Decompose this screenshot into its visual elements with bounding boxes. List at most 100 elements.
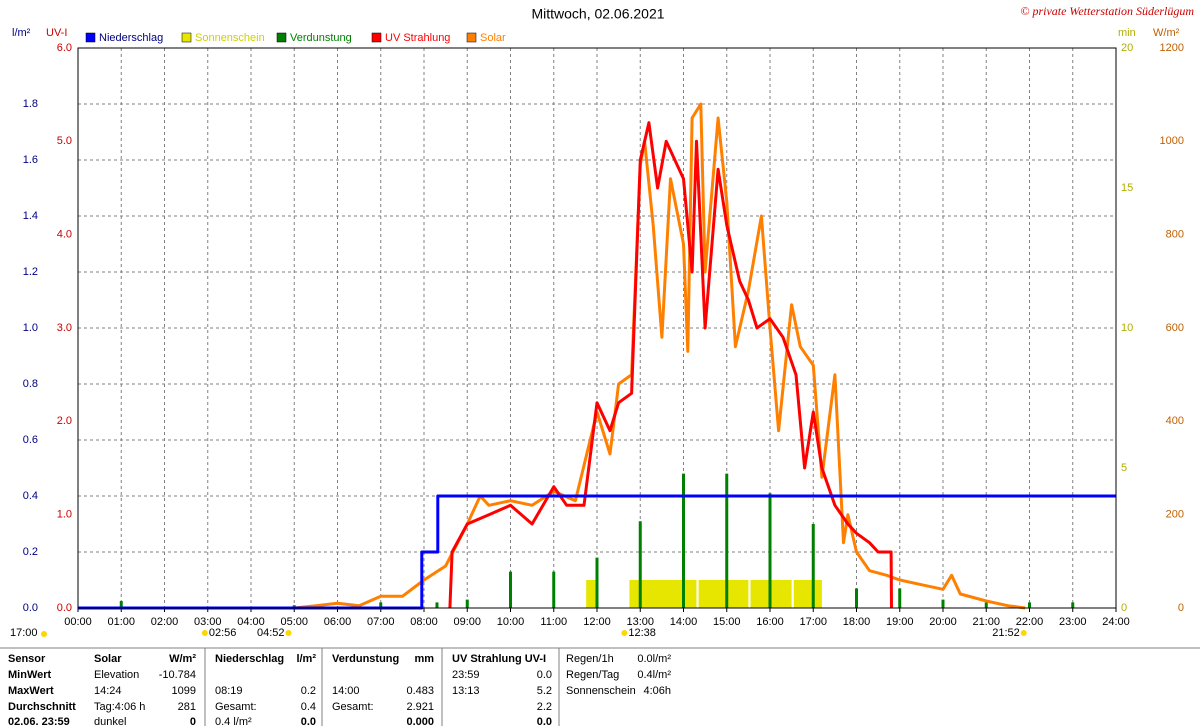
table-cell: Durchschnitt bbox=[8, 701, 76, 713]
x-tick-label: 03:00 bbox=[194, 616, 222, 628]
table-cell: Gesamt: bbox=[332, 701, 374, 713]
x-tick-label: 11:00 bbox=[540, 616, 567, 628]
legend-swatch bbox=[85, 32, 96, 43]
table-cell: Gesamt: bbox=[215, 701, 257, 713]
y-tick-label: 0.2 bbox=[23, 546, 38, 558]
table-cell: 5.2 bbox=[537, 685, 552, 697]
table-cell: 0.4 l/m² bbox=[215, 716, 252, 726]
table-cell: l/m² bbox=[296, 653, 316, 665]
y-tick-label: 0.6 bbox=[23, 434, 38, 446]
table-cell: W/m² bbox=[169, 653, 196, 665]
sun-event-marker bbox=[285, 630, 292, 636]
x-tick-label: 18:00 bbox=[843, 616, 871, 628]
y-tick-label: 0.0 bbox=[23, 602, 38, 614]
x-tick-label: 24:00 bbox=[1102, 616, 1130, 628]
y-tick-label: 1.2 bbox=[23, 266, 38, 278]
y-tick-label: 1.0 bbox=[23, 322, 38, 334]
y-tick-label: 0.0 bbox=[57, 602, 72, 614]
y-tick-label: 1.6 bbox=[23, 154, 38, 166]
y-tick-label: 10 bbox=[1121, 322, 1133, 334]
table-cell: 0.000 bbox=[406, 716, 434, 726]
copyright: © private Wetterstation Süderlügum bbox=[1020, 4, 1194, 18]
axis-unit: l/m² bbox=[12, 27, 31, 39]
table-cell: 2.2 bbox=[537, 701, 552, 713]
summary-label: Regen/Tag bbox=[566, 669, 619, 681]
legend-label: Sonnenschein bbox=[195, 32, 265, 44]
x-tick-label: 09:00 bbox=[453, 616, 481, 628]
table-cell: mm bbox=[414, 653, 434, 665]
sun-event-label: 02:56 bbox=[209, 627, 237, 639]
table-cell: Niederschlag bbox=[215, 653, 284, 665]
table-cell: 08:19 bbox=[215, 685, 243, 697]
sun-event-label: 12:38 bbox=[628, 627, 656, 639]
summary-value: 0.0l/m² bbox=[637, 653, 671, 665]
x-tick-label: 10:00 bbox=[497, 616, 525, 628]
x-tick-label: 16:00 bbox=[756, 616, 784, 628]
legend-swatch bbox=[466, 32, 477, 43]
series-line bbox=[448, 121, 893, 609]
y-tick-label: 3.0 bbox=[57, 322, 72, 334]
legend-label: Niederschlag bbox=[99, 32, 163, 44]
y-tick-label: 1.8 bbox=[23, 98, 38, 110]
sunshine-bar bbox=[698, 580, 749, 608]
x-tick-label: 17:00 bbox=[799, 616, 827, 628]
x-tick-label: 08:00 bbox=[410, 616, 438, 628]
legend-swatch bbox=[276, 32, 287, 43]
y-tick-label: 600 bbox=[1166, 322, 1184, 334]
axis-unit: min bbox=[1118, 27, 1136, 39]
table-cell: Verdunstung bbox=[332, 653, 399, 665]
y-tick-label: 400 bbox=[1166, 415, 1184, 427]
x-tick-label: 22:00 bbox=[1016, 616, 1044, 628]
x-tick-label: 14:00 bbox=[670, 616, 698, 628]
sun-event-label: 21:52 bbox=[992, 627, 1020, 639]
sun-event-marker bbox=[1020, 630, 1027, 636]
y-tick-label: 1.0 bbox=[57, 509, 72, 521]
table-cell: 0.4 bbox=[301, 701, 316, 713]
sun-event-marker bbox=[201, 630, 208, 636]
sun-icon bbox=[41, 631, 47, 637]
table-cell: 0.0 bbox=[537, 669, 552, 681]
summary-label: Sonnenschein bbox=[566, 685, 636, 697]
y-tick-label: 15 bbox=[1121, 182, 1133, 194]
table-cell: dunkel bbox=[94, 716, 126, 726]
table-cell: 14:00 bbox=[332, 685, 360, 697]
table-cell: 0 bbox=[190, 716, 196, 726]
y-tick-label: 200 bbox=[1166, 509, 1184, 521]
x-tick-label: 01:00 bbox=[107, 616, 135, 628]
summary-value: 0.4l/m² bbox=[637, 669, 671, 681]
x-tick-label: 02:00 bbox=[151, 616, 179, 628]
table-cell: Sensor bbox=[8, 653, 46, 665]
y-tick-label: 0.8 bbox=[23, 378, 38, 390]
x-tick-label: 04:00 bbox=[237, 616, 265, 628]
table-cell: 1099 bbox=[172, 685, 196, 697]
sun-event-label: 04:52 bbox=[257, 627, 285, 639]
table-cell: Elevation bbox=[94, 669, 139, 681]
table-cell: 14:24 bbox=[94, 685, 122, 697]
sun-event-label: 17:00 bbox=[10, 627, 38, 639]
x-tick-label: 19:00 bbox=[886, 616, 914, 628]
plot-frame bbox=[77, 47, 1117, 609]
legend-swatch bbox=[371, 32, 382, 43]
table-cell: UV Strahlung UV-I bbox=[452, 653, 546, 665]
x-tick-label: 13:00 bbox=[626, 616, 654, 628]
x-tick-label: 15:00 bbox=[713, 616, 741, 628]
y-tick-label: 5.0 bbox=[57, 135, 72, 147]
y-tick-label: 20 bbox=[1121, 42, 1133, 54]
legend-label: UV Strahlung bbox=[385, 32, 450, 44]
table-cell: MaxWert bbox=[8, 685, 54, 697]
table-cell: 0.0 bbox=[301, 716, 316, 726]
x-tick-label: 07:00 bbox=[367, 616, 395, 628]
sun-event-marker bbox=[621, 630, 628, 636]
legend-swatch bbox=[181, 32, 192, 43]
x-tick-label: 21:00 bbox=[972, 616, 1000, 628]
table-cell: 13:13 bbox=[452, 685, 480, 697]
y-tick-label: 4.0 bbox=[57, 229, 72, 241]
summary-label: Regen/1h bbox=[566, 653, 614, 665]
legend-label: Verdunstung bbox=[290, 32, 352, 44]
x-tick-label: 06:00 bbox=[324, 616, 352, 628]
y-tick-label: 6.0 bbox=[57, 42, 72, 54]
y-tick-label: 1200 bbox=[1160, 42, 1184, 54]
x-tick-label: 00:00 bbox=[64, 616, 92, 628]
y-tick-label: 2.0 bbox=[57, 415, 72, 427]
table-cell: Tag:4:06 h bbox=[94, 701, 145, 713]
